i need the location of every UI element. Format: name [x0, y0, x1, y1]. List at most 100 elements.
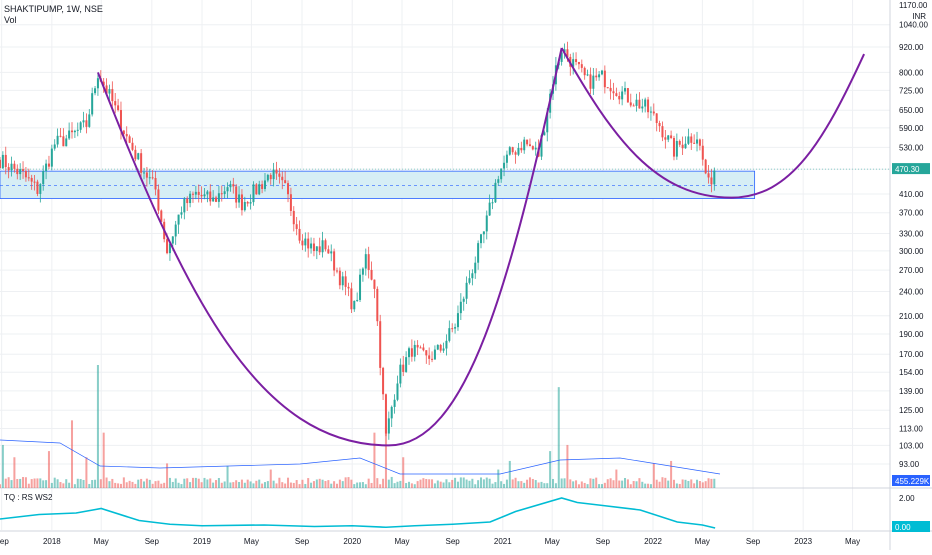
- candle-body: [160, 210, 163, 222]
- time-tick-label: 2018: [43, 537, 61, 546]
- volume-bar: [102, 432, 105, 488]
- candle-body: [641, 106, 644, 109]
- candle-body: [678, 141, 681, 145]
- volume-bar: [163, 482, 166, 488]
- volume-bar: [289, 482, 292, 488]
- volume-bar: [0, 484, 2, 488]
- candle-body: [376, 288, 379, 322]
- volume-bar: [232, 482, 235, 488]
- candle-body: [606, 87, 609, 89]
- candle-body: [7, 167, 10, 171]
- candle-body: [298, 228, 301, 241]
- volume-bar: [626, 479, 629, 488]
- price-tick-label: 113.00: [899, 425, 923, 434]
- volume-bar: [681, 479, 684, 488]
- volume-bar: [664, 477, 667, 488]
- candle-body: [629, 102, 632, 106]
- volume-bar: [324, 481, 327, 488]
- candle-body: [586, 74, 589, 76]
- candle-body: [577, 61, 580, 65]
- price-tick-label: 370.00: [899, 209, 924, 218]
- candle-body: [407, 348, 411, 358]
- volume-bar: [465, 479, 468, 488]
- volume-bar: [554, 483, 557, 488]
- candle-body: [353, 300, 356, 310]
- volume-bar: [19, 478, 22, 488]
- cup-pattern-2: [560, 47, 865, 199]
- candle-body: [451, 328, 454, 330]
- candle-body: [177, 214, 180, 225]
- candle-body: [307, 238, 310, 249]
- volume-bar: [543, 483, 546, 488]
- volume-bar: [390, 476, 393, 488]
- volume-bar: [22, 477, 25, 488]
- candle-body: [157, 189, 160, 211]
- candle-body: [667, 135, 670, 140]
- candle-body: [652, 111, 655, 114]
- price-tick-label: 210.00: [899, 312, 924, 321]
- candle-body: [243, 201, 246, 211]
- candle-body: [684, 143, 687, 149]
- candle-body: [563, 49, 566, 53]
- volume-bar: [145, 478, 148, 488]
- volume-bar: [76, 478, 79, 488]
- candle-body: [134, 149, 137, 160]
- volume-bar: [569, 479, 572, 488]
- volume-bar: [675, 483, 678, 488]
- candle-body: [258, 184, 261, 195]
- volume-bar: [117, 483, 120, 488]
- candle-body: [312, 243, 315, 252]
- candle-body: [292, 210, 295, 225]
- volume-bar: [684, 479, 687, 488]
- candle-body: [647, 99, 650, 113]
- candle-body: [373, 279, 376, 289]
- price-tick-label: 590.00: [899, 124, 924, 133]
- candle-body: [681, 144, 684, 149]
- volume-bar: [183, 478, 186, 488]
- volume-bar: [47, 451, 50, 488]
- candle-body: [503, 162, 506, 169]
- volume-bar: [269, 469, 272, 488]
- time-tick-label: 2022: [644, 537, 662, 546]
- volume-bar: [638, 478, 641, 488]
- volume-bar: [672, 479, 675, 488]
- volume-bar: [275, 483, 278, 488]
- candle-body: [675, 141, 678, 157]
- candle-body: [367, 254, 370, 270]
- volume-bar: [615, 469, 618, 488]
- volume-bar: [157, 480, 160, 488]
- candle-body: [471, 273, 474, 279]
- candle-body: [543, 132, 546, 136]
- time-tick-label: 2023: [794, 537, 812, 546]
- candle-body: [212, 197, 215, 202]
- volume-bar: [278, 477, 281, 488]
- volume-bar: [687, 480, 690, 488]
- volume-bar: [477, 480, 480, 488]
- volume-bar: [586, 484, 589, 488]
- candle-body: [479, 234, 483, 244]
- candle-body: [137, 153, 140, 160]
- candle-body: [364, 254, 367, 269]
- volume-bar: [287, 477, 290, 488]
- volume-bar: [494, 482, 497, 488]
- candle-body: [301, 240, 304, 246]
- candle-body: [39, 184, 42, 194]
- candle-body: [122, 130, 125, 135]
- candle-body: [693, 142, 696, 144]
- volume-bar: [263, 482, 266, 488]
- volume-bar: [330, 483, 333, 488]
- volume-bar: [647, 483, 650, 488]
- candle-body: [194, 191, 197, 195]
- volume-bar: [347, 477, 350, 488]
- candle-body: [56, 135, 59, 145]
- volume-bar: [203, 477, 206, 488]
- price-tick-label: 1040.00: [899, 21, 928, 30]
- candle-body: [125, 134, 128, 137]
- candle-body: [468, 278, 471, 283]
- volume-bar: [402, 457, 405, 488]
- volume-bar: [249, 481, 252, 488]
- volume-bar: [128, 480, 131, 488]
- indicator-label: TQ : RS WS2: [4, 493, 53, 502]
